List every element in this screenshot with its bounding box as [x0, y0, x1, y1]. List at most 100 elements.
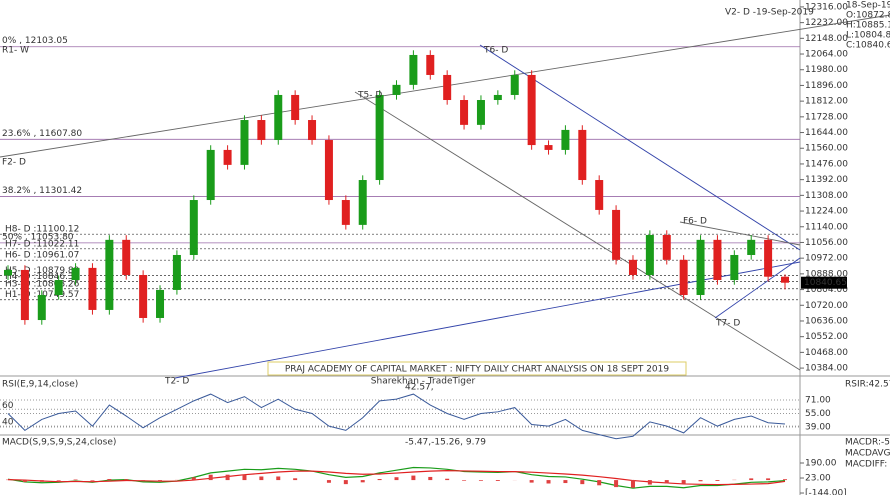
candle-body — [38, 295, 46, 320]
macd-bar — [395, 477, 399, 480]
candle-body — [291, 95, 299, 120]
macd-bar — [563, 480, 567, 483]
candle-body — [274, 95, 282, 140]
annotation: R1- W — [2, 46, 29, 56]
candle-body — [764, 240, 772, 277]
candle-body — [646, 235, 654, 275]
macd-bar — [259, 476, 263, 480]
annotation: T5- D — [357, 91, 382, 101]
level-label: H6- D :10961.07 — [5, 251, 79, 261]
candle-body — [173, 255, 181, 290]
level-label: 60 — [2, 401, 14, 411]
macd-bar — [40, 480, 44, 482]
candle-body — [342, 200, 350, 225]
macd-bar — [411, 476, 415, 480]
macd-bar — [141, 480, 145, 481]
candle-body — [207, 150, 215, 200]
fib-label: 23.6% , 11607.80 — [2, 129, 82, 139]
candle-body — [409, 55, 417, 85]
y-tick-label: 11308.00 — [805, 191, 848, 201]
y-tick-label: 11224.00 — [805, 207, 848, 217]
level-label: H7- D :11022.11 — [5, 239, 79, 249]
level-label: H8- D :11100.12 — [5, 225, 79, 235]
candle-body — [511, 75, 519, 95]
level-label: H3- D :10808.26 — [5, 279, 80, 289]
y-tick-label: [-144.00] — [805, 489, 847, 495]
macd-bar — [614, 480, 618, 487]
macd-bar — [665, 480, 669, 483]
annotation: V2- D -19-Sep-2019 — [725, 8, 814, 18]
candle-body — [55, 280, 63, 295]
candle-body — [713, 240, 721, 280]
macd-bar — [479, 480, 483, 481]
macd-bar — [648, 480, 652, 484]
candle-body — [122, 240, 130, 275]
candle-body — [612, 210, 620, 260]
candle-body — [325, 140, 333, 200]
y-tick-label: 11812.00 — [805, 97, 848, 107]
candle-body — [747, 240, 755, 255]
y-tick-label: 11392.00 — [805, 175, 848, 185]
info-text: L:10804.85 — [846, 31, 890, 41]
macd-bar — [462, 480, 466, 481]
y-tick-label: 11728.00 — [805, 112, 848, 122]
panel-title: RSI(E,9,14,close) — [2, 380, 78, 390]
candle-body — [697, 240, 705, 295]
macd-bar — [783, 479, 787, 480]
candle-body — [257, 120, 265, 140]
annotation: F6- D — [683, 217, 707, 227]
macd-bar — [597, 480, 601, 485]
panel-value: 42.57, — [405, 383, 434, 393]
y-tick-label: 10720.00 — [805, 301, 848, 311]
annotation: T2- D — [164, 377, 189, 387]
panel-title: MACD(S,9,S,9,S,24,close) — [2, 438, 116, 448]
macd-bar — [90, 480, 94, 481]
candle-body — [139, 275, 147, 318]
macd-bar — [327, 480, 331, 483]
candle-body — [781, 277, 789, 283]
y-tick-label: 11560.00 — [805, 144, 848, 154]
macd-bar — [766, 478, 770, 480]
macd-bar — [530, 480, 534, 483]
macd-bar — [682, 480, 686, 484]
candle-body — [359, 180, 367, 225]
candle-body — [595, 180, 603, 210]
y-tick-label: 11140.00 — [805, 222, 848, 232]
candle-body — [426, 55, 434, 75]
macd-bar — [158, 480, 162, 481]
macd-bar — [344, 480, 348, 484]
last-price-label: 10840.65 — [804, 278, 847, 288]
panel-right-label: MACDAVG: — [845, 449, 890, 459]
info-text: 18-Sep-19 — [846, 1, 890, 11]
macd-bar — [428, 477, 432, 480]
macd-bar — [496, 480, 500, 481]
macd-bar — [242, 475, 246, 480]
candle-body — [376, 95, 384, 180]
y-tick-label: 10552.00 — [805, 332, 848, 342]
y-tick-label: 11896.00 — [805, 81, 848, 91]
candle-body — [663, 235, 671, 260]
info-text: H:10885.15 — [846, 21, 890, 31]
macd-bar — [378, 479, 382, 480]
candle-body — [629, 260, 637, 275]
macd-bar — [107, 479, 111, 480]
banner: PRAJ ACADEMY OF CAPITAL MARKET : NIFTY D… — [285, 365, 670, 375]
macd-bar — [276, 476, 280, 480]
info-text: C:10840.65 — [846, 41, 890, 51]
macd-bar — [631, 480, 635, 488]
macd-bar — [699, 480, 703, 481]
y-tick-label: 10972.00 — [805, 254, 848, 264]
macd-bar — [209, 475, 213, 480]
annotation: F2- D — [2, 158, 26, 168]
panel-value: -5.47,-15.26, 9.79 — [405, 438, 486, 448]
candle-body — [477, 100, 485, 125]
y-tick-label: 71.00 — [805, 396, 831, 406]
candle-body — [4, 270, 12, 275]
candle-body — [528, 75, 536, 145]
candle-body — [308, 120, 316, 140]
y-tick-label: 39.00 — [805, 422, 831, 432]
y-tick-label: 11980.00 — [805, 65, 848, 75]
y-tick-label: 10636.00 — [805, 316, 848, 326]
candle-body — [494, 95, 502, 100]
